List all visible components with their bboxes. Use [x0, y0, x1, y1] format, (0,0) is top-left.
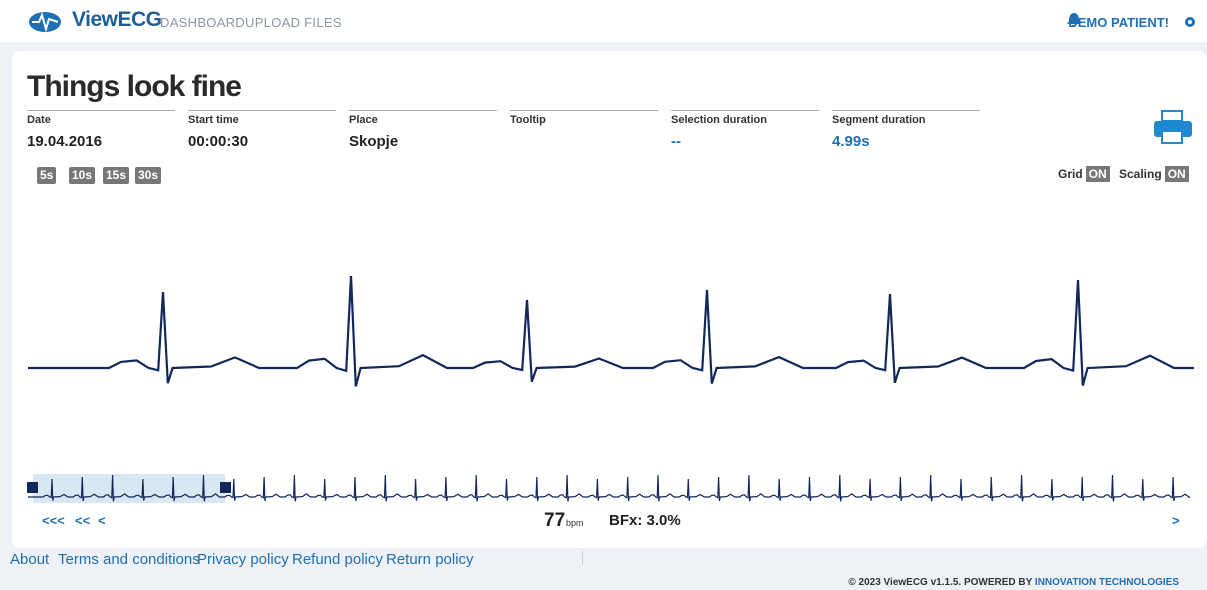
duration-button[interactable]: 30s [135, 167, 162, 184]
duration-button[interactable]: 5s [37, 167, 57, 184]
ecg-card [12, 51, 1207, 548]
toggle-label: Scaling [1119, 167, 1162, 181]
bfx: BFx: 3.0% [609, 512, 681, 529]
footer-link[interactable]: About [10, 551, 50, 568]
toggle-label: Grid [1058, 167, 1083, 181]
logo [29, 12, 61, 33]
toggle-state[interactable]: ON [1085, 166, 1110, 182]
grid-toggle[interactable]: Grid ON [1058, 166, 1110, 182]
selection-handle[interactable] [220, 482, 231, 493]
footer-link[interactable]: Privacy policy [197, 551, 289, 568]
ecg-trace [28, 275, 1194, 387]
field-label: Tooltip [510, 110, 658, 126]
duration-button[interactable]: 10s [69, 167, 96, 184]
nav-back[interactable]: << [75, 513, 91, 528]
top-bar [0, 0, 1207, 42]
user-menu[interactable]: DEMO PATIENT! [1068, 15, 1169, 30]
status-title: Things look fine [27, 70, 242, 103]
nav-forward[interactable]: > [1172, 513, 1180, 528]
heart-rate-unit: bpm [566, 518, 584, 528]
copyright-text: © 2023 ViewECG v1.1.5. POWERED BY [848, 577, 1033, 588]
footer-link[interactable]: Return policy [386, 551, 474, 568]
bell-icon [1067, 13, 1081, 27]
company-link[interactable]: INNOVATION TECHNOLOGIES [1034, 577, 1179, 588]
nav-back-far[interactable]: <<< [42, 513, 65, 528]
scaling-toggle[interactable]: Scaling ON [1119, 166, 1189, 182]
copyright: © 2023 ViewECG v1.1.5. POWERED BY INNOVA… [848, 577, 1179, 588]
nav-link[interactable]: DASHBOARD [160, 15, 246, 30]
field-value: Skopje [349, 133, 399, 150]
ecg-overview [28, 474, 1192, 502]
duration-button[interactable]: 15s [103, 167, 130, 184]
field-label: Segment duration [832, 110, 980, 126]
selection-handle[interactable] [27, 482, 38, 493]
field-label: Date [27, 110, 175, 126]
toggle-state[interactable]: ON [1164, 166, 1189, 182]
nav-back-step[interactable]: < [98, 513, 106, 528]
divider [582, 551, 583, 565]
field-label: Place [349, 110, 497, 126]
selection-window[interactable] [33, 474, 225, 503]
field-value: 00:00:30 [188, 133, 249, 150]
print-icon[interactable] [1152, 109, 1196, 145]
field-value: 4.99s [832, 133, 870, 150]
field-label: Selection duration [671, 110, 819, 126]
field-value: 19.04.2016 [27, 133, 103, 150]
footer-link[interactable]: Terms and conditions [58, 551, 200, 568]
ecg-area [27, 275, 1194, 503]
nav-link[interactable]: UPLOAD FILES [245, 15, 342, 30]
footer-link[interactable]: Refund policy [292, 551, 383, 568]
field-label: Start time [188, 110, 336, 126]
brand[interactable]: ViewECG [72, 8, 162, 31]
settings-icon[interactable] [1184, 16, 1196, 28]
heart-rate: 77 [544, 510, 566, 531]
field-value: -- [671, 133, 681, 150]
